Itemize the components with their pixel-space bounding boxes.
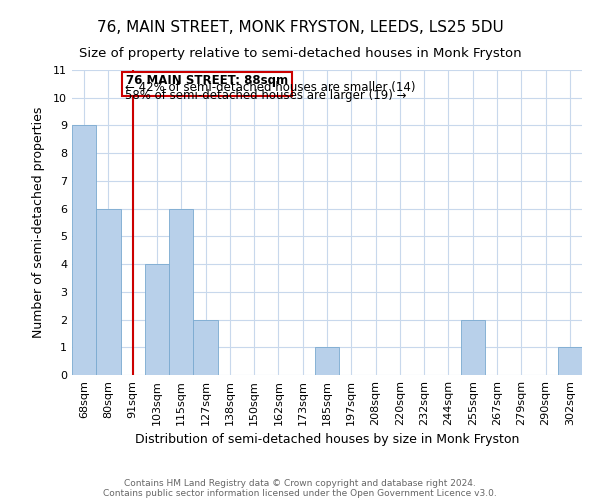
Bar <box>193 320 218 375</box>
Bar <box>72 126 96 375</box>
Bar <box>169 208 193 375</box>
Text: 58% of semi-detached houses are larger (19) →: 58% of semi-detached houses are larger (… <box>125 88 407 102</box>
X-axis label: Distribution of semi-detached houses by size in Monk Fryston: Distribution of semi-detached houses by … <box>135 434 519 446</box>
Bar <box>145 264 169 375</box>
Bar <box>315 348 339 375</box>
Text: Size of property relative to semi-detached houses in Monk Fryston: Size of property relative to semi-detach… <box>79 48 521 60</box>
Text: 76 MAIN STREET: 88sqm: 76 MAIN STREET: 88sqm <box>126 74 288 87</box>
Y-axis label: Number of semi-detached properties: Number of semi-detached properties <box>32 107 45 338</box>
FancyBboxPatch shape <box>122 72 292 96</box>
Bar <box>461 320 485 375</box>
Bar <box>558 348 582 375</box>
Text: 76, MAIN STREET, MONK FRYSTON, LEEDS, LS25 5DU: 76, MAIN STREET, MONK FRYSTON, LEEDS, LS… <box>97 20 503 35</box>
Text: Contains public sector information licensed under the Open Government Licence v3: Contains public sector information licen… <box>103 488 497 498</box>
Text: Contains HM Land Registry data © Crown copyright and database right 2024.: Contains HM Land Registry data © Crown c… <box>124 478 476 488</box>
Text: ← 42% of semi-detached houses are smaller (14): ← 42% of semi-detached houses are smalle… <box>125 82 416 94</box>
Bar <box>96 208 121 375</box>
